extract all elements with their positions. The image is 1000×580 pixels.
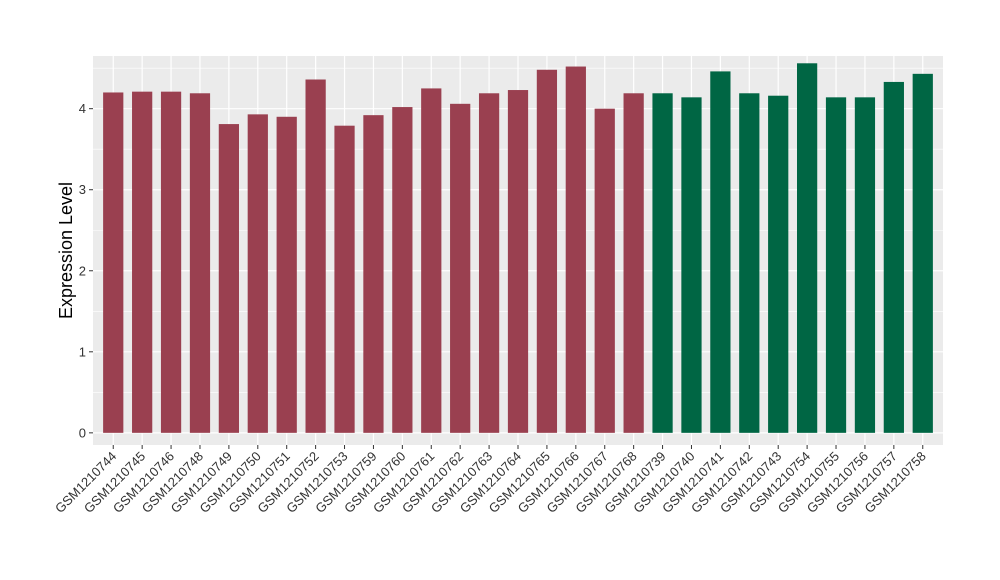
- bar-GSM1210750: [247, 114, 268, 433]
- bar-GSM1210758: [912, 73, 933, 433]
- bar-GSM1210746: [160, 91, 182, 433]
- bar-GSM1210752: [305, 79, 326, 433]
- y-tick-label: 4: [79, 101, 86, 116]
- bar-GSM1210754: [796, 63, 818, 433]
- bar-GSM1210745: [132, 91, 153, 433]
- bar-GSM1210764: [507, 90, 529, 433]
- y-tick-label: 1: [79, 344, 86, 359]
- y-tick-label: 2: [79, 263, 86, 278]
- y-axis-title: Expression Level: [56, 182, 76, 319]
- bar-GSM1210760: [392, 107, 413, 433]
- y-tick-label: 3: [79, 182, 86, 197]
- bar-GSM1210756: [854, 97, 876, 433]
- y-axis: 0 1 2 3 4: [79, 101, 93, 440]
- bars-group: [103, 63, 933, 433]
- bar-GSM1210766: [565, 66, 586, 433]
- x-axis: GSM1210744GSM1210745GSM1210746GSM1210748…: [52, 445, 929, 516]
- bar-GSM1210761: [421, 88, 442, 433]
- bar-GSM1210744: [103, 92, 124, 433]
- bar-GSM1210762: [450, 103, 471, 433]
- bar-GSM1210765: [536, 69, 558, 433]
- bar-GSM1210749: [218, 124, 240, 433]
- bar-GSM1210767: [594, 108, 615, 433]
- bar-GSM1210763: [478, 93, 500, 433]
- bar-GSM1210740: [681, 97, 702, 433]
- bar-GSM1210755: [825, 97, 847, 433]
- bar-GSM1210753: [334, 125, 355, 433]
- bar-GSM1210768: [623, 93, 644, 433]
- bar-GSM1210742: [739, 93, 760, 433]
- bar-GSM1210739: [652, 93, 673, 433]
- bar-GSM1210743: [768, 95, 789, 433]
- bar-GSM1210757: [883, 81, 904, 433]
- bar-GSM1210748: [189, 93, 211, 433]
- y-tick-label: 0: [79, 425, 86, 440]
- bar-GSM1210759: [363, 115, 384, 433]
- bar-GSM1210741: [710, 71, 731, 433]
- bar-GSM1210751: [276, 116, 297, 433]
